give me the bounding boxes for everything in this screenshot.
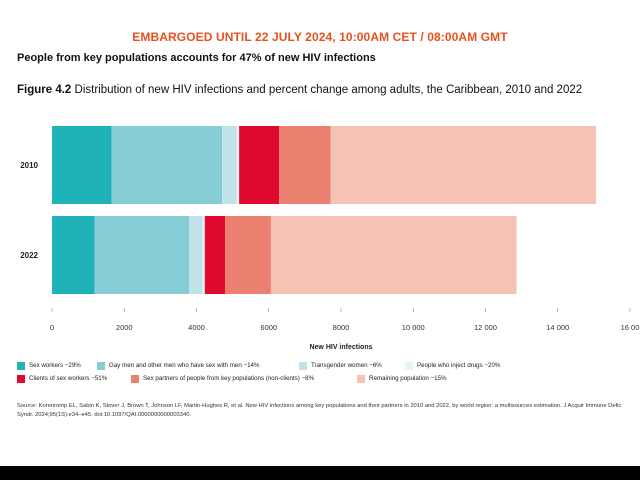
chart-legend: Sex workers −29% Gay men and other men w… — [17, 359, 627, 385]
bar-segment-2010-6 — [330, 126, 597, 204]
legend-label: Remaining population −15% — [369, 375, 447, 382]
legend-label: Transgender women −6% — [311, 362, 382, 369]
legend-item-remaining-population: Remaining population −15% — [357, 374, 447, 383]
legend-item-sex-partners: Sex partners of people from key populati… — [131, 374, 357, 383]
x-tick-label: 0 — [50, 323, 54, 332]
bar-segment-2010-1 — [111, 126, 223, 204]
legend-swatch — [405, 361, 413, 370]
legend-label: Sex partners of people from key populati… — [143, 375, 315, 382]
legend-swatch — [131, 374, 139, 383]
category-label-2010: 2010 — [20, 161, 38, 170]
legend-swatch — [97, 361, 105, 370]
bar-segment-2010-2 — [222, 126, 237, 204]
x-tick-label: 16 00 — [621, 323, 640, 332]
legend-swatch — [299, 361, 307, 370]
bottom-bar — [0, 466, 640, 480]
legend-label: Gay men and other men who have sex with … — [109, 362, 260, 369]
bar-segment-2022-2 — [189, 216, 203, 294]
bar-segment-2010-0 — [52, 126, 112, 204]
bar-segment-2022-4 — [204, 216, 226, 294]
embargo-notice: EMBARGOED UNTIL 22 JULY 2024, 10:00AM CE… — [132, 30, 508, 44]
x-tick-label: 8000 — [333, 323, 350, 332]
figure-title: Figure 4.2 Distribution of new HIV infec… — [17, 84, 582, 96]
bar-segment-2010-4 — [239, 126, 280, 204]
legend-label: People who inject drugs −20% — [417, 362, 501, 369]
bar-segment-2010-3 — [236, 126, 240, 204]
legend-label: Sex workers −29% — [29, 362, 81, 369]
legend-item-msm: Gay men and other men who have sex with … — [97, 361, 299, 370]
bar-segment-2022-1 — [94, 216, 190, 294]
legend-row-2: Clients of sex workers −51% Sex partners… — [17, 372, 627, 385]
legend-item-transgender-women: Transgender women −6% — [299, 361, 405, 370]
legend-swatch — [357, 374, 365, 383]
x-tick-label: 2000 — [116, 323, 133, 332]
category-label-2022: 2022 — [20, 251, 38, 260]
bar-segment-2022-0 — [52, 216, 95, 294]
legend-swatch — [17, 374, 25, 383]
legend-item-sex-workers: Sex workers −29% — [17, 361, 97, 370]
x-tick-label: 4000 — [188, 323, 205, 332]
legend-label: Clients of sex workers −51% — [29, 375, 108, 382]
x-tick-label: 6000 — [260, 323, 277, 332]
legend-row-1: Sex workers −29% Gay men and other men w… — [17, 359, 627, 372]
legend-item-pwid: People who inject drugs −20% — [405, 361, 501, 370]
x-tick-label: 10 000 — [402, 323, 425, 332]
headline: People from key populations accounts for… — [17, 52, 376, 64]
figure-caption: Distribution of new HIV infections and p… — [74, 84, 583, 96]
bar-segment-2022-6 — [270, 216, 517, 294]
bar-segment-2022-3 — [202, 216, 205, 294]
legend-item-clients: Clients of sex workers −51% — [17, 374, 131, 383]
source-note: Source: Korenromp EL, Sabin K, Stover J,… — [17, 403, 622, 418]
bar-segment-2010-5 — [279, 126, 331, 204]
x-axis-title: New HIV infections — [309, 344, 372, 351]
bar-segment-2022-5 — [225, 216, 271, 294]
figure-label: Figure 4.2 — [17, 84, 72, 96]
x-tick-label: 14 000 — [546, 323, 569, 332]
legend-swatch — [17, 361, 25, 370]
x-tick-label: 12 000 — [474, 323, 497, 332]
stacked-bar-chart: 2010 2022 0 2000 4000 6000 8000 10 000 12 000 14 … — [20, 126, 640, 351]
